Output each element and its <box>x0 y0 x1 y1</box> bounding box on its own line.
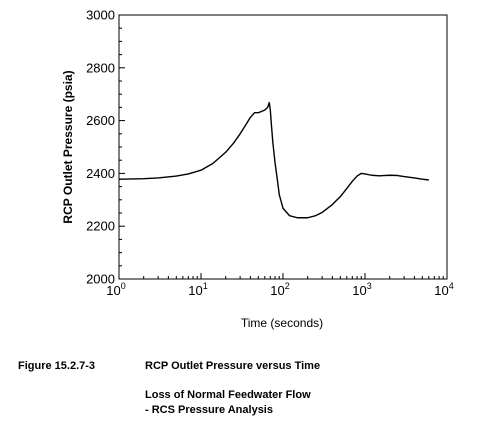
series-line <box>118 101 429 219</box>
pressure-chart: 2000 2200 2400 2600 2800 3000 100 101 102 103 104… <box>61 8 454 331</box>
x-tick-label: 102 <box>270 281 289 298</box>
y-tick-label: 2800 <box>86 60 115 75</box>
x-axis-ticks: 100 101 102 103 104 <box>106 273 454 298</box>
plot-frame <box>118 14 448 280</box>
figure-number: Figure 15.2.7-3 <box>18 360 96 372</box>
x-tick-label: 101 <box>188 281 207 298</box>
series-layer <box>118 101 429 219</box>
figure-subtitle-line1: Loss of Normal Feedwater Flow <box>145 389 311 401</box>
y-axis-label: RCP Outlet Pressure (psia) <box>61 70 75 223</box>
plot-border <box>118 14 448 280</box>
x-axis-label: Time (seconds) <box>241 316 323 330</box>
x-tick-label: 103 <box>352 281 371 298</box>
figure-subtitle-line2: - RCS Pressure Analysis <box>145 404 273 416</box>
figure-title: RCP Outlet Pressure versus Time <box>145 360 321 372</box>
y-tick-label: 3000 <box>86 8 115 23</box>
x-tick-label: 100 <box>106 281 125 298</box>
y-tick-label: 2200 <box>86 219 115 234</box>
y-tick-label: 2600 <box>86 113 115 128</box>
y-tick-label: 2000 <box>86 272 115 287</box>
y-tick-label: 2400 <box>86 166 115 181</box>
x-tick-label: 104 <box>434 281 453 298</box>
y-axis-ticks: 2000 2200 2400 2600 2800 3000 <box>86 8 125 287</box>
